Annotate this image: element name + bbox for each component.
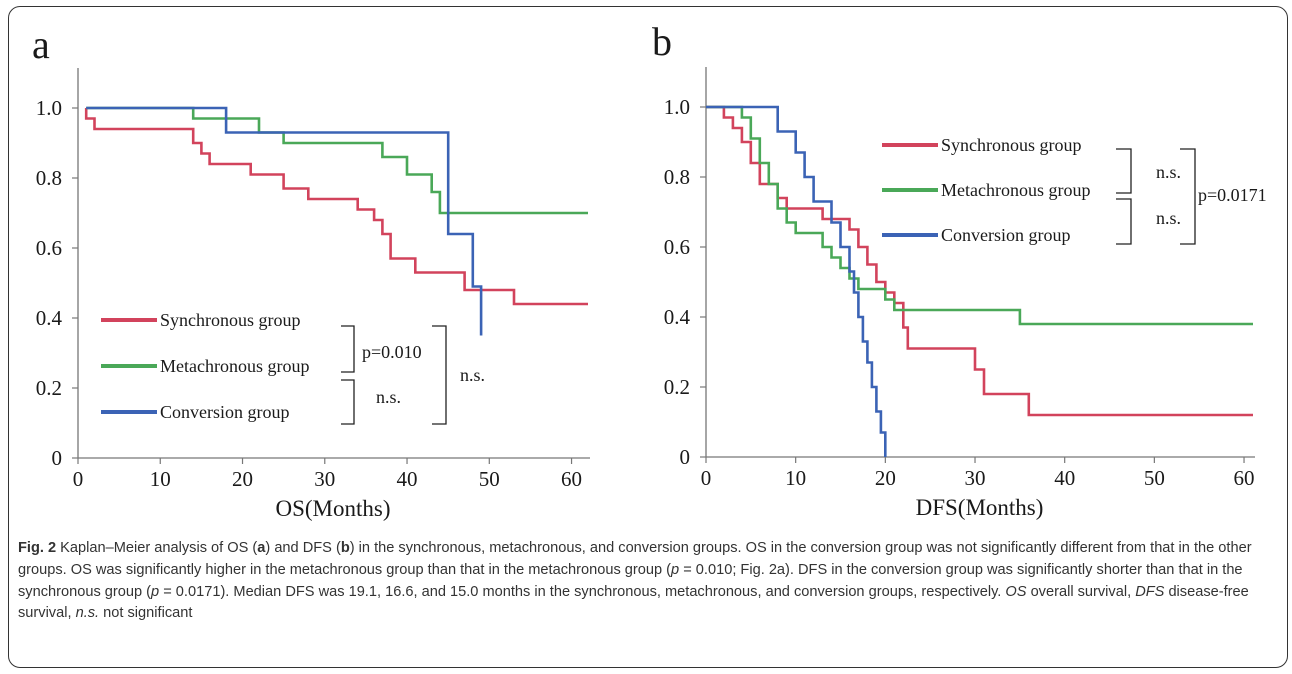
panel-label-a: a — [32, 22, 50, 67]
caption-p2: p — [151, 583, 160, 600]
caption-p1: p — [671, 561, 680, 578]
y-tick-label: 0.4 — [36, 306, 63, 330]
y-tick-label: 0 — [680, 445, 691, 469]
y-tick-label: 1.0 — [664, 95, 690, 119]
y-tick-label: 0 — [52, 446, 63, 470]
caption-a: a — [257, 540, 266, 556]
series-line-synchronous-group — [84, 108, 588, 306]
x-axis-title: OS(Months) — [275, 496, 390, 521]
series-line-metachronous-group — [86, 106, 588, 215]
caption-ns: n.s. — [75, 605, 100, 622]
x-tick-label: 60 — [1234, 466, 1255, 490]
x-tick-label: 20 — [875, 466, 896, 490]
legend-label-synchronous-group: Synchronous group — [941, 135, 1082, 155]
annotation-p-0010: p=0.010 — [362, 342, 422, 362]
figure-caption: Fig. 2 Kaplan–Meier analysis of OS (a) a… — [18, 538, 1276, 625]
x-tick-label: 30 — [314, 467, 335, 491]
y-tick-label: 0.6 — [36, 236, 62, 260]
x-tick-label: 0 — [73, 467, 84, 491]
annotation-ns-sync-meta: n.s. — [1156, 162, 1181, 182]
caption-text-3: ) in the synchronous, metachronous, and … — [18, 540, 1252, 578]
y-tick-label: 0.4 — [664, 305, 691, 329]
y-tick-label: 0.6 — [664, 235, 690, 259]
x-tick-label: 10 — [785, 466, 806, 490]
bracket-sync-conv — [432, 325, 447, 425]
caption-text-5: = 0.0171). Median DFS was 19.1, 16.6, an… — [159, 583, 1006, 600]
y-tick-label: 0.8 — [36, 166, 62, 190]
caption-fig-label: Fig. 2 — [18, 540, 57, 556]
caption-text-8: not significant — [99, 605, 193, 622]
caption-text-4: = 0.010; Fig. 2a). DFS in the conversion… — [18, 561, 1243, 600]
y-tick-label: 0.2 — [36, 376, 62, 400]
bracket-meta-conv — [341, 379, 355, 425]
caption-text-1: Kaplan–Meier analysis of OS ( — [56, 540, 258, 556]
x-axis-title: DFS(Months) — [916, 495, 1044, 520]
figure-frame — [8, 6, 1288, 668]
legend-label-conversion-group: Conversion group — [160, 402, 290, 422]
annotation-p-00171: p=0.0171 — [1198, 185, 1267, 205]
x-tick-label: 0 — [701, 466, 712, 490]
legend-label-metachronous-group: Metachronous group — [160, 356, 309, 376]
x-tick-label: 20 — [232, 467, 253, 491]
caption-text-2: ) and DFS ( — [265, 540, 341, 556]
bracket-sync-conv — [1180, 148, 1196, 245]
caption-dfs: DFS — [1135, 583, 1165, 600]
annotation-ns-sync-conv: n.s. — [460, 365, 485, 385]
x-tick-label: 40 — [1054, 466, 1075, 490]
series-line-synchronous-group — [706, 105, 1253, 417]
bracket-sync-meta — [1116, 148, 1132, 194]
legend-label-conversion-group: Conversion group — [941, 225, 1071, 245]
x-tick-label: 30 — [965, 466, 986, 490]
caption-b: b — [340, 540, 350, 556]
bracket-meta-conv — [1116, 198, 1132, 245]
bracket-sync-meta — [341, 325, 355, 373]
legend-label-synchronous-group: Synchronous group — [160, 310, 301, 330]
caption-os: OS — [1005, 583, 1027, 600]
panel-label-b: b — [652, 19, 672, 64]
y-tick-label: 0.8 — [664, 165, 690, 189]
series-line-conversion-group — [86, 106, 483, 336]
series-line-conversion-group — [706, 105, 887, 457]
x-tick-label: 10 — [150, 467, 171, 491]
x-tick-label: 50 — [479, 467, 500, 491]
x-tick-label: 60 — [561, 467, 582, 491]
legend-label-metachronous-group: Metachronous group — [941, 180, 1090, 200]
y-tick-label: 0.2 — [664, 375, 690, 399]
caption-text-6: overall survival, — [1026, 583, 1136, 600]
x-tick-label: 40 — [397, 467, 418, 491]
y-tick-label: 1.0 — [36, 96, 62, 120]
series-line-metachronous-group — [706, 105, 1253, 326]
annotation-ns-meta-conv: n.s. — [1156, 208, 1181, 228]
annotation-ns-meta-conv: n.s. — [376, 387, 401, 407]
x-tick-label: 50 — [1144, 466, 1165, 490]
caption-text-7: disease-free survival, — [18, 583, 1249, 622]
